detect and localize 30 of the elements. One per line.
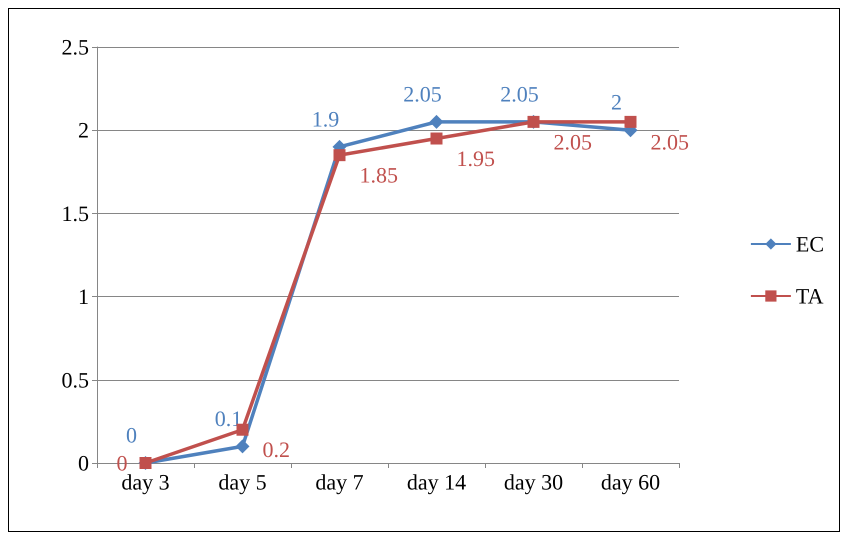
- y-tick-label: 2: [78, 118, 89, 143]
- legend-label: EC: [796, 232, 824, 256]
- data-label: 2.05: [403, 81, 442, 106]
- data-label: 2: [611, 90, 622, 115]
- point: [624, 116, 636, 128]
- data-label: 2.05: [650, 129, 689, 154]
- point: [430, 114, 444, 129]
- data-label: 2.05: [500, 81, 539, 106]
- x-tick-label: day 60: [600, 470, 660, 494]
- point: [236, 424, 248, 436]
- y-tick-label: 0: [78, 450, 89, 476]
- point: [236, 439, 250, 454]
- x-tick-label: day 30: [504, 470, 564, 494]
- data-label: 1.85: [360, 162, 398, 188]
- x-tick-label: day 14: [406, 470, 466, 494]
- y-tick-label: 1: [78, 284, 89, 310]
- x-tick-label: day 7: [315, 470, 364, 494]
- y-tick-label: 0.5: [62, 367, 89, 392]
- y-tick-label: 1.5: [62, 200, 89, 226]
- data-label: 0: [126, 422, 137, 448]
- data-label: 0.2: [262, 437, 290, 462]
- x-tick-label: day 5: [218, 470, 267, 494]
- legend-label: TA: [796, 284, 824, 308]
- x-tick-label: day 3: [121, 470, 170, 494]
- data-label: 1.95: [456, 146, 495, 172]
- point: [334, 149, 346, 162]
- point: [430, 132, 442, 145]
- y-tick-label: 2.5: [62, 34, 89, 60]
- data-label: 1.9: [312, 106, 340, 132]
- data-label: 2.05: [554, 129, 592, 154]
